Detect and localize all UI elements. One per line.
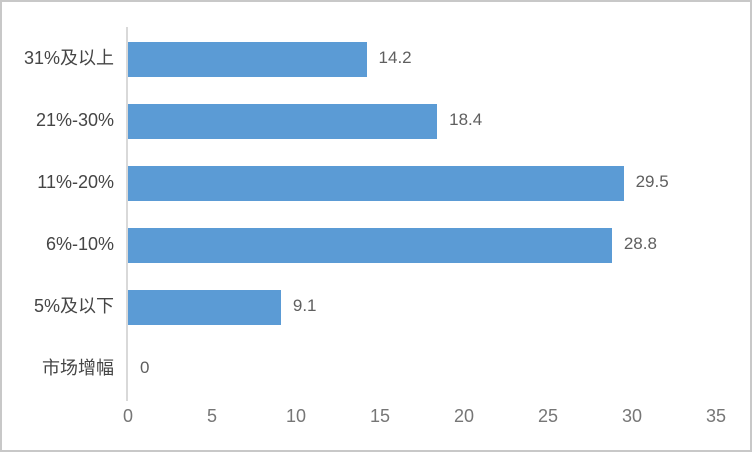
x-tick-label: 35 [705,406,727,426]
x-tick-label: 15 [369,406,391,426]
category-label: 11%-20% [37,172,114,192]
category-label: 21%-30% [35,110,114,130]
category-label: 6%-10% [45,234,114,254]
y-axis-line [126,27,128,401]
bar [128,227,612,263]
value-label: 9.1 [292,296,317,315]
value-label: 29.5 [635,172,669,191]
x-tick-label: 25 [537,406,559,426]
x-tick-label: 10 [285,406,307,426]
value-label: 0 [140,358,150,377]
bar [128,41,367,77]
value-label: 18.4 [449,110,483,129]
x-tick-label: 20 [453,406,475,426]
x-tick-label: 0 [122,406,133,426]
value-label: 14.2 [378,48,412,67]
x-tick-label: 30 [621,406,643,426]
category-label: 5%及以下 [33,296,114,316]
value-label: 28.8 [623,234,657,253]
x-tick-label: 5 [206,406,217,426]
plot-area: 14.2 18.4 29.5 28.8 9.1 0 [128,27,716,399]
category-label: 31%及以上 [23,48,114,68]
bar [128,289,281,325]
bar [128,165,624,201]
category-label: 市场增幅 [42,358,114,378]
bar [128,103,438,139]
